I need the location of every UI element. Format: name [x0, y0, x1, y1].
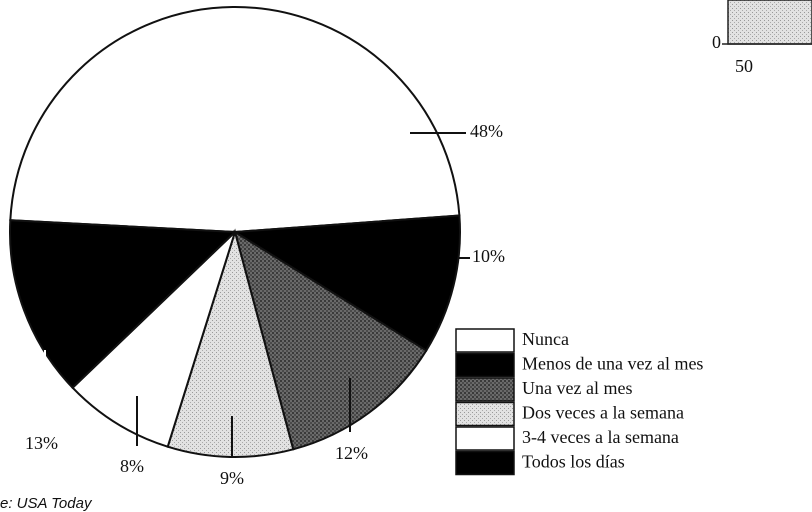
- legend-label: 3-4 veces a la semana: [522, 427, 679, 447]
- legend-swatch: [455, 450, 515, 476]
- value-label: 13%: [25, 433, 58, 453]
- legend-label: Menos de una vez al mes: [522, 354, 703, 374]
- value-label: 12%: [335, 443, 368, 463]
- value-label: 10%: [472, 246, 505, 266]
- fragment-label: 50: [735, 56, 753, 76]
- pie-slice: [231, 214, 461, 352]
- pie-slice: [9, 219, 238, 390]
- value-label: 48%: [470, 121, 503, 141]
- legend-label: Una vez al mes: [522, 378, 632, 398]
- legend-swatch: [455, 401, 515, 427]
- legend-swatch: [455, 328, 515, 353]
- value-label: 8%: [120, 456, 144, 476]
- legend-swatch: [455, 377, 515, 402]
- legend-swatch: [455, 426, 515, 451]
- pie-slice: [9, 6, 461, 234]
- legend-swatch: [455, 352, 515, 378]
- pie-slice: [166, 228, 295, 458]
- legend-label: Todos los días: [522, 452, 625, 472]
- pie-slice: [71, 231, 236, 448]
- legend-label: Dos veces a la semana: [522, 403, 684, 423]
- pie-slice: [233, 229, 428, 451]
- legend-label: Nunca: [522, 329, 569, 349]
- fragment-bar: [727, 0, 812, 45]
- source: e: USA Today: [0, 495, 93, 512]
- fragment-label: 0: [712, 32, 721, 52]
- value-label: 9%: [220, 468, 244, 488]
